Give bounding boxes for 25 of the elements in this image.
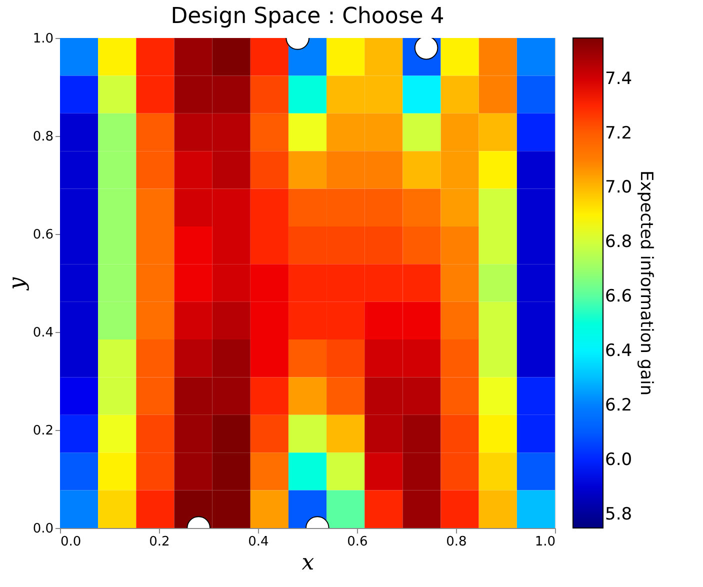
x-tick-label: 0.0 [60, 534, 82, 550]
y-tick-label: 1.0 [32, 32, 54, 46]
color-bar-label: 6.6 [605, 286, 632, 307]
x-tick-label: 0.6 [347, 534, 368, 550]
x-tick-label: 1.0 [534, 534, 556, 550]
y-tick-label: 0.8 [32, 130, 54, 144]
y-tick-label: 0.6 [32, 228, 54, 242]
color-bar-label: 5.8 [605, 504, 632, 524]
y-tick-label: 0.0 [32, 522, 54, 536]
y-tick-label: 0.2 [32, 424, 54, 438]
y-tick-label: 0.4 [32, 326, 54, 340]
color-bar-label: 7.2 [605, 123, 632, 144]
color-bar-label: 7.4 [605, 68, 632, 89]
x-tick-label: 0.4 [248, 534, 269, 550]
color-bar-label: 6.0 [605, 450, 632, 470]
color-bar-label: 6.4 [605, 341, 632, 362]
x-tick-label: 0.8 [446, 534, 467, 550]
color-bar-label: 6.8 [605, 232, 632, 252]
color-bar-title: Expected information gain [636, 170, 656, 396]
color-bar-label: 6.2 [605, 396, 632, 416]
x-tick-label: 0.2 [149, 534, 170, 550]
color-bar-label: 7.0 [605, 178, 632, 198]
y-axis-title: y [4, 276, 30, 291]
chart-title: Design Space : Choose 4 [170, 4, 444, 29]
x-axis-title: x [302, 550, 315, 576]
